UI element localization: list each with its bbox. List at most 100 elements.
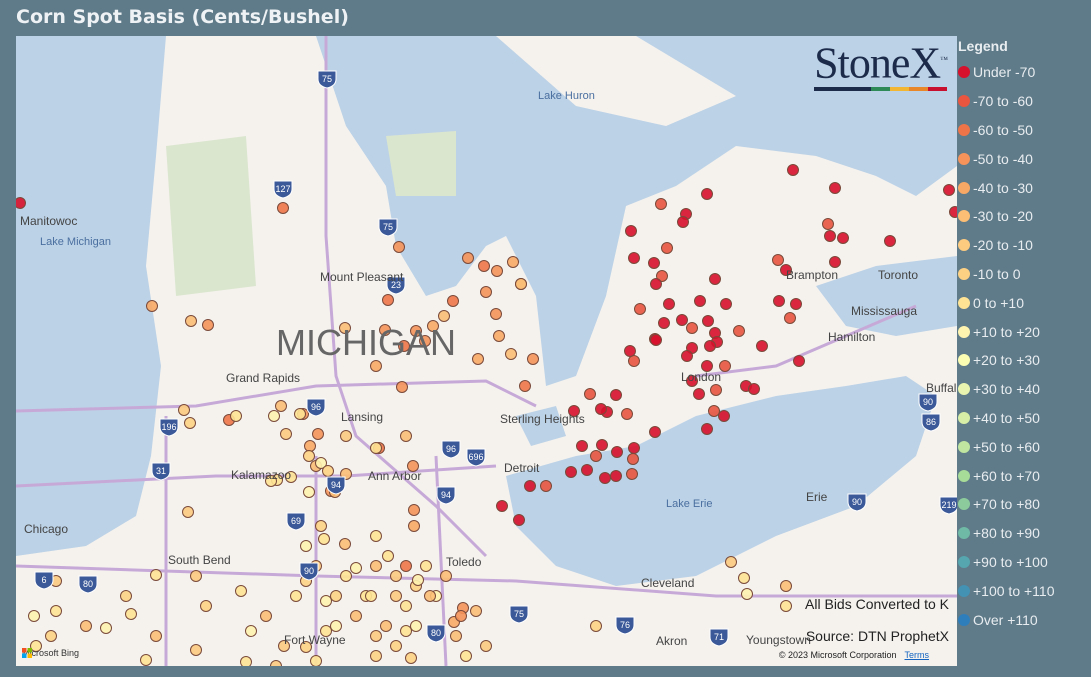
bid-marker bbox=[318, 533, 330, 545]
bid-marker bbox=[322, 465, 334, 477]
legend-item: -10 to 0 bbox=[958, 260, 1054, 289]
bid-marker bbox=[576, 440, 588, 452]
legend-label: -60 to -50 bbox=[973, 121, 1033, 138]
highway-shield-icon: 71 bbox=[709, 628, 729, 647]
bid-marker bbox=[513, 514, 525, 526]
legend-label: +50 to +60 bbox=[973, 438, 1040, 455]
bid-marker bbox=[398, 340, 410, 352]
legend-item: +40 to +50 bbox=[958, 404, 1054, 433]
legend-item: -70 to -60 bbox=[958, 87, 1054, 116]
stonex-logo: StoneX™ bbox=[814, 38, 948, 91]
highway-number: 196 bbox=[161, 422, 176, 432]
bid-marker bbox=[400, 430, 412, 442]
bid-marker bbox=[382, 550, 394, 562]
bid-marker bbox=[663, 298, 675, 310]
legend-swatch bbox=[958, 66, 970, 79]
highway-shield-icon: 96 bbox=[441, 440, 461, 459]
map-view[interactable]: 75 127 75 23 96 196 96 696 94 94 69 31 90 80 80 75 76 71 9… bbox=[16, 36, 957, 666]
bid-marker bbox=[949, 206, 957, 218]
bid-marker bbox=[656, 270, 668, 282]
highway-number: 80 bbox=[83, 579, 93, 589]
bid-marker bbox=[270, 660, 282, 666]
bid-marker bbox=[370, 650, 382, 662]
bid-marker bbox=[625, 225, 637, 237]
bid-marker bbox=[235, 585, 247, 597]
bid-marker bbox=[278, 640, 290, 652]
bid-marker bbox=[507, 256, 519, 268]
legend-label: Under -70 bbox=[973, 64, 1036, 81]
bid-marker bbox=[719, 360, 731, 372]
bid-marker bbox=[621, 408, 633, 420]
highway-number: 31 bbox=[156, 466, 166, 476]
bid-marker bbox=[260, 610, 272, 622]
bid-marker bbox=[626, 468, 638, 480]
bid-marker bbox=[701, 188, 713, 200]
city-label: Toledo bbox=[446, 555, 482, 569]
city-label: Erie bbox=[806, 490, 828, 504]
bid-marker bbox=[390, 570, 402, 582]
legend-item: +80 to +90 bbox=[958, 519, 1054, 548]
bid-marker bbox=[515, 278, 527, 290]
bid-marker bbox=[460, 650, 472, 662]
bid-marker bbox=[505, 348, 517, 360]
city-label: Ann Arbor bbox=[368, 469, 422, 483]
bid-marker bbox=[681, 350, 693, 362]
bid-marker bbox=[540, 480, 552, 492]
bid-marker bbox=[447, 295, 459, 307]
legend-swatch bbox=[958, 325, 970, 338]
bid-marker bbox=[268, 410, 280, 422]
bid-marker bbox=[396, 381, 408, 393]
terms-link[interactable]: Terms bbox=[904, 650, 930, 660]
bid-marker bbox=[290, 590, 302, 602]
legend-swatch bbox=[958, 555, 970, 568]
legend-swatch bbox=[958, 383, 970, 396]
city-label: Detroit bbox=[504, 461, 540, 475]
bid-marker bbox=[837, 232, 849, 244]
legend-swatch bbox=[958, 613, 970, 626]
bid-marker bbox=[787, 164, 799, 176]
legend-item: -60 to -50 bbox=[958, 116, 1054, 145]
legend-label: +40 to +50 bbox=[973, 409, 1040, 426]
forest-area bbox=[386, 131, 456, 196]
bid-marker bbox=[720, 298, 732, 310]
bid-marker bbox=[584, 388, 596, 400]
legend-swatch bbox=[958, 296, 970, 309]
bid-marker bbox=[733, 325, 745, 337]
bid-marker bbox=[390, 590, 402, 602]
bid-marker bbox=[599, 472, 611, 484]
bid-marker bbox=[265, 475, 277, 487]
legend-item: Under -70 bbox=[958, 58, 1054, 87]
legend-swatch bbox=[958, 527, 970, 540]
highway-number: 75 bbox=[383, 222, 393, 232]
lake-ontario bbox=[816, 256, 957, 336]
bid-marker bbox=[624, 345, 636, 357]
legend-swatch bbox=[958, 440, 970, 453]
map-canvas[interactable]: 75 127 75 23 96 196 96 696 94 94 69 31 90 80 80 75 76 71 9… bbox=[16, 36, 957, 666]
legend-label: 0 to +10 bbox=[973, 294, 1024, 311]
bid-marker bbox=[393, 241, 405, 253]
bid-marker bbox=[438, 310, 450, 322]
legend-item: Over +110 bbox=[958, 605, 1054, 634]
legend-label: +70 to +80 bbox=[973, 496, 1040, 513]
bid-marker bbox=[330, 590, 342, 602]
legend-label: -70 to -60 bbox=[973, 93, 1033, 110]
bid-marker bbox=[634, 303, 646, 315]
bid-marker bbox=[379, 324, 391, 336]
bid-marker bbox=[490, 308, 502, 320]
highway-shield-icon: 96 bbox=[306, 398, 326, 417]
city-label: Hamilton bbox=[828, 330, 876, 344]
bid-marker bbox=[320, 625, 332, 637]
bid-marker bbox=[230, 410, 242, 422]
bid-marker bbox=[595, 403, 607, 415]
bid-marker bbox=[277, 202, 289, 214]
bid-marker bbox=[365, 590, 377, 602]
legend-label: +80 to +90 bbox=[973, 525, 1040, 542]
bid-marker bbox=[275, 400, 287, 412]
forest-area bbox=[166, 136, 256, 296]
highway-road bbox=[16, 564, 957, 598]
city-label: Chicago bbox=[24, 522, 69, 536]
legend-label: -50 to -40 bbox=[973, 150, 1033, 167]
legend-label: +10 to +20 bbox=[973, 323, 1040, 340]
legend-item: +100 to +110 bbox=[958, 576, 1054, 605]
bid-marker bbox=[405, 652, 417, 664]
